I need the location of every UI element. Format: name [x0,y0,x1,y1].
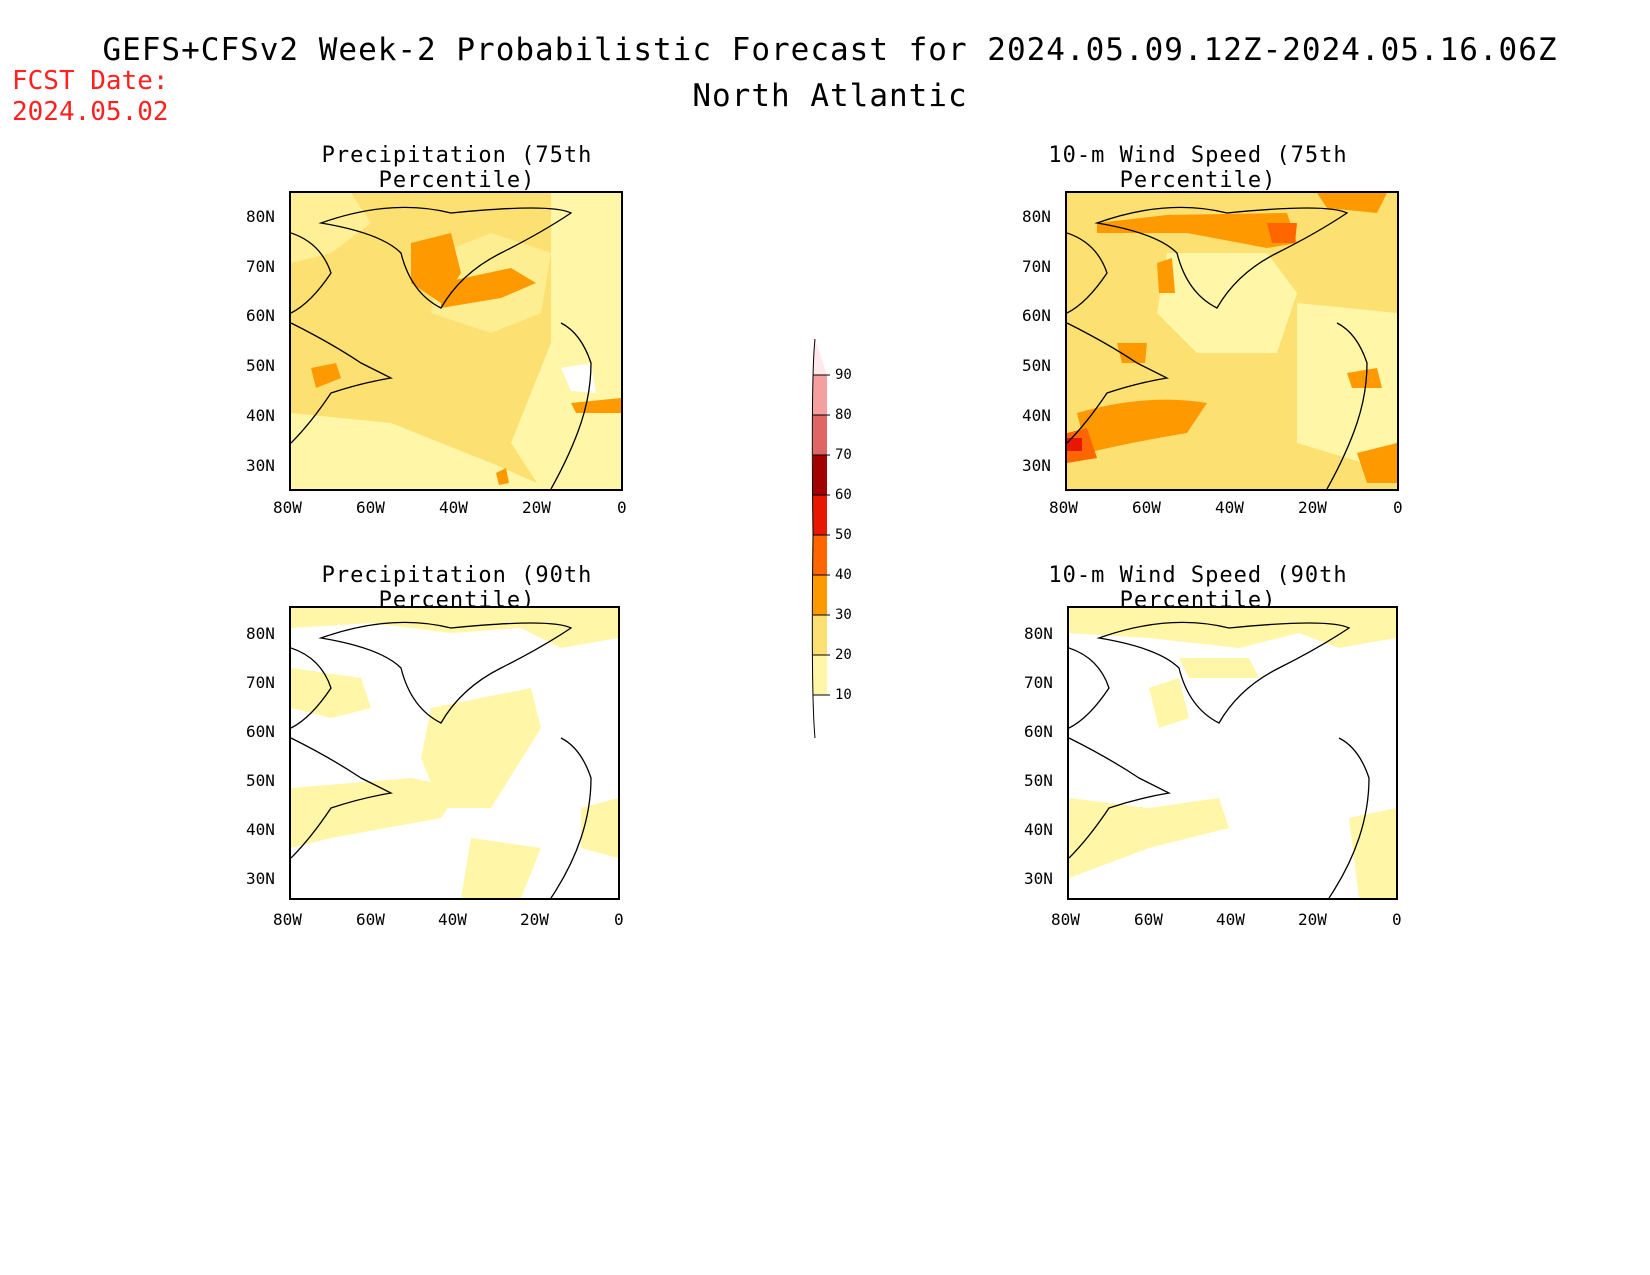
lon-tick: 40W [1215,498,1244,517]
lat-tick: 40N [1022,406,1051,425]
colorbar-label: 10 [835,687,852,703]
lat-tick: 60N [246,722,275,741]
colorbar-label: 90 [835,367,852,383]
lat-tick: 70N [1022,257,1051,276]
lat-tick: 70N [246,673,275,692]
map-precip-90-svg [291,608,618,898]
lon-tick: 0 [617,498,627,517]
lon-tick: 80W [1051,910,1080,929]
lon-tick: 40W [439,498,468,517]
lat-tick: 30N [246,869,275,888]
lat-tick: 70N [1024,673,1053,692]
panel-title-wind-75: 10-m Wind Speed (75th Percentile) [1048,143,1348,193]
lon-tick: 20W [522,498,551,517]
lat-tick: 30N [246,456,275,475]
lat-tick: 80N [1022,207,1051,226]
lon-tick: 20W [1298,498,1327,517]
colorbar-swatch-40 [813,575,827,615]
main-title: GEFS+CFSv2 Week-2 Probabilistic Forecast… [102,32,1558,68]
colorbar-svg [811,338,830,739]
colorbar-swatch-20 [813,655,827,695]
lat-tick: 50N [1024,771,1053,790]
lat-tick: 60N [1022,306,1051,325]
colorbar-swatch-60 [813,495,827,535]
lon-tick: 20W [520,910,549,929]
map-precip-75 [289,191,623,491]
lat-tick: 60N [246,306,275,325]
lon-tick: 0 [1392,910,1402,929]
lat-tick: 50N [1022,356,1051,375]
colorbar-label: 30 [835,607,852,623]
lat-tick: 40N [1024,820,1053,839]
colorbar-label: 40 [835,567,852,583]
fcst-date-value: 2024.05.02 [12,97,169,127]
lon-tick: 20W [1298,910,1327,929]
colorbar-label: 50 [835,527,852,543]
lat-tick: 40N [246,406,275,425]
colorbar-swatch-50 [813,535,827,575]
panel-title-precip-90: Precipitation (90th Percentile) [321,563,593,613]
map-precip-75-svg [291,193,621,489]
lon-tick: 80W [273,910,302,929]
lon-tick: 0 [1393,498,1403,517]
colorbar-label: 70 [835,447,852,463]
map-wind-90-svg [1069,608,1396,898]
colorbar-label: 80 [835,407,852,423]
colorbar [810,335,830,745]
lat-tick: 80N [246,624,275,643]
lon-tick: 80W [273,498,302,517]
lat-tick: 50N [246,356,275,375]
lon-tick: 0 [614,910,624,929]
lat-tick: 70N [246,257,275,276]
lon-tick: 60W [356,910,385,929]
map-wind-75-svg [1067,193,1397,489]
lat-tick: 60N [1024,722,1053,741]
lat-tick: 50N [246,771,275,790]
lat-tick: 80N [246,207,275,226]
lat-tick: 30N [1024,869,1053,888]
map-wind-90 [1067,606,1398,900]
lat-tick: 40N [246,820,275,839]
panel-title-precip-75: Precipitation (75th Percentile) [321,143,593,193]
fcst-date-label: FCST Date: [12,66,169,96]
map-precip-90 [289,606,620,900]
region-subtitle: North Atlantic [692,78,968,114]
colorbar-swatch-30 [813,615,827,655]
lon-tick: 40W [1216,910,1245,929]
lon-tick: 40W [438,910,467,929]
lon-tick: 60W [1134,910,1163,929]
colorbar-swatch-90 [813,375,827,415]
lat-tick: 80N [1024,624,1053,643]
colorbar-label: 20 [835,647,852,663]
colorbar-swatch-70 [813,455,827,495]
lon-tick: 60W [356,498,385,517]
lon-tick: 60W [1132,498,1161,517]
colorbar-label: 60 [835,487,852,503]
colorbar-swatch-80 [813,415,827,455]
lon-tick: 80W [1049,498,1078,517]
map-wind-75 [1065,191,1399,491]
lat-tick: 30N [1022,456,1051,475]
